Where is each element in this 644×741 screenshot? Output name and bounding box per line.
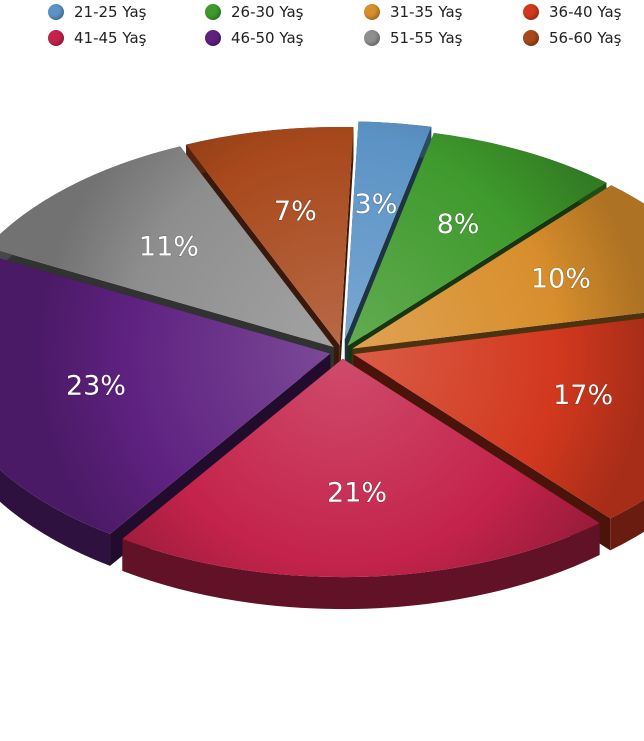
slice-top — [352, 185, 644, 349]
slice-percent-label: 17% — [553, 380, 613, 411]
slice-top — [0, 258, 331, 534]
slice-percent-label: 23% — [66, 370, 126, 401]
legend-swatch — [48, 30, 64, 46]
legend-swatch — [205, 30, 221, 46]
legend-label: 51-55 Yaş — [390, 29, 463, 47]
legend-item: 41-45 Yaş — [48, 27, 146, 49]
legend-item: 46-50 Yaş — [205, 27, 303, 49]
legend-label: 41-45 Yaş — [74, 29, 147, 47]
legend-swatch — [364, 30, 380, 46]
slice-percent-label: 7% — [274, 196, 317, 227]
legend-swatch — [205, 4, 221, 20]
legend-item: 21-25 Yaş — [48, 1, 146, 23]
slice-percent-label: 8% — [437, 209, 480, 240]
slice-top — [344, 121, 432, 340]
slice-rim — [0, 469, 111, 566]
legend-label: 31-35 Yaş — [390, 3, 463, 21]
legend-item: 51-55 Yaş — [364, 27, 462, 49]
pie-slice — [122, 358, 600, 610]
slice-top — [122, 358, 600, 578]
pie-slices — [0, 121, 644, 610]
slice-side — [339, 127, 354, 378]
legend-label: 46-50 Yaş — [231, 29, 304, 47]
slice-top — [347, 133, 607, 347]
legend-label: 56-60 Yaş — [549, 29, 622, 47]
legend-swatch — [364, 4, 380, 20]
legend-label: 21-25 Yaş — [74, 3, 147, 21]
slice-percent-label: 10% — [531, 264, 591, 295]
slice-top — [353, 318, 644, 519]
legend-item: 31-35 Yaş — [364, 1, 462, 23]
slice-top — [0, 146, 334, 348]
pie-labels: 3% 8% 10% 17% 21% 23% 11% 7% — [65, 189, 613, 509]
legend-item: 36-40 Yaş — [523, 1, 621, 23]
legend-swatch — [48, 4, 64, 20]
chart-legend: 21-25 Yaş 26-30 Yaş 31-35 Yaş 36-40 Yaş 41-4… — [0, 0, 644, 60]
slice-rim — [122, 523, 600, 610]
slice-rim — [610, 499, 644, 551]
legend-swatch — [523, 4, 539, 20]
legend-item: 26-30 Yaş — [205, 1, 303, 23]
legend-label: 26-30 Yaş — [231, 3, 304, 21]
legend-swatch — [523, 30, 539, 46]
slice-percent-label: 3% — [355, 189, 398, 220]
legend-label: 36-40 Yaş — [549, 3, 622, 21]
legend-item: 56-60 Yaş — [523, 27, 621, 49]
slice-top — [186, 126, 354, 346]
slice-percent-label: 21% — [327, 477, 387, 508]
slice-percent-label: 11% — [139, 232, 199, 263]
